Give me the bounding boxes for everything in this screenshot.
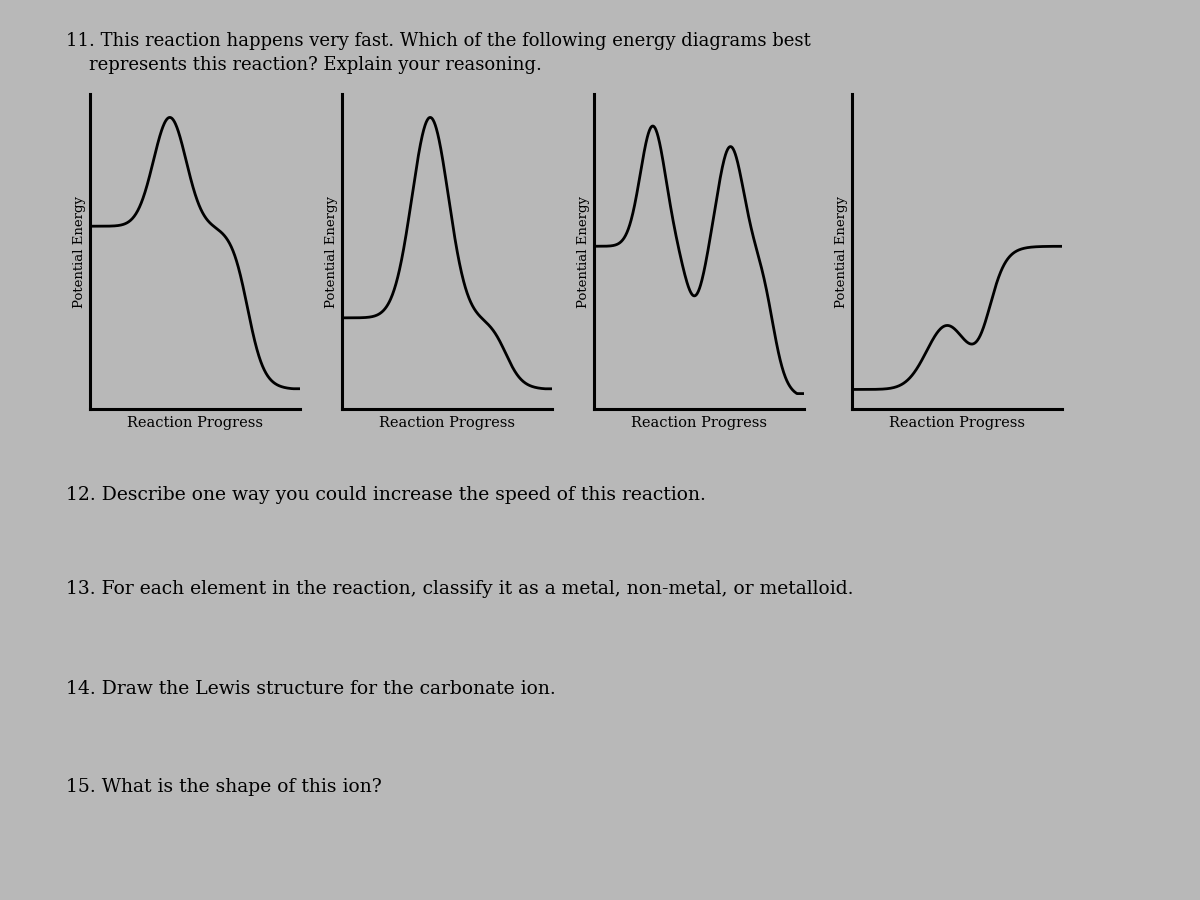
Y-axis label: Potential Energy: Potential Energy (835, 196, 848, 308)
Text: 12. Describe one way you could increase the speed of this reaction.: 12. Describe one way you could increase … (66, 486, 706, 504)
Text: 14. Draw the Lewis structure for the carbonate ion.: 14. Draw the Lewis structure for the car… (66, 680, 556, 698)
X-axis label: Reaction Progress: Reaction Progress (631, 417, 767, 430)
X-axis label: Reaction Progress: Reaction Progress (127, 417, 263, 430)
Text: 11. This reaction happens very fast. Which of the following energy diagrams best: 11. This reaction happens very fast. Whi… (66, 32, 811, 50)
Text: 13. For each element in the reaction, classify it as a metal, non-metal, or meta: 13. For each element in the reaction, cl… (66, 580, 853, 598)
Y-axis label: Potential Energy: Potential Energy (325, 196, 338, 308)
Y-axis label: Potential Energy: Potential Energy (577, 196, 590, 308)
Text: 15. What is the shape of this ion?: 15. What is the shape of this ion? (66, 778, 382, 796)
X-axis label: Reaction Progress: Reaction Progress (889, 417, 1025, 430)
X-axis label: Reaction Progress: Reaction Progress (379, 417, 515, 430)
Text: represents this reaction? Explain your reasoning.: represents this reaction? Explain your r… (66, 56, 542, 74)
Y-axis label: Potential Energy: Potential Energy (73, 196, 86, 308)
